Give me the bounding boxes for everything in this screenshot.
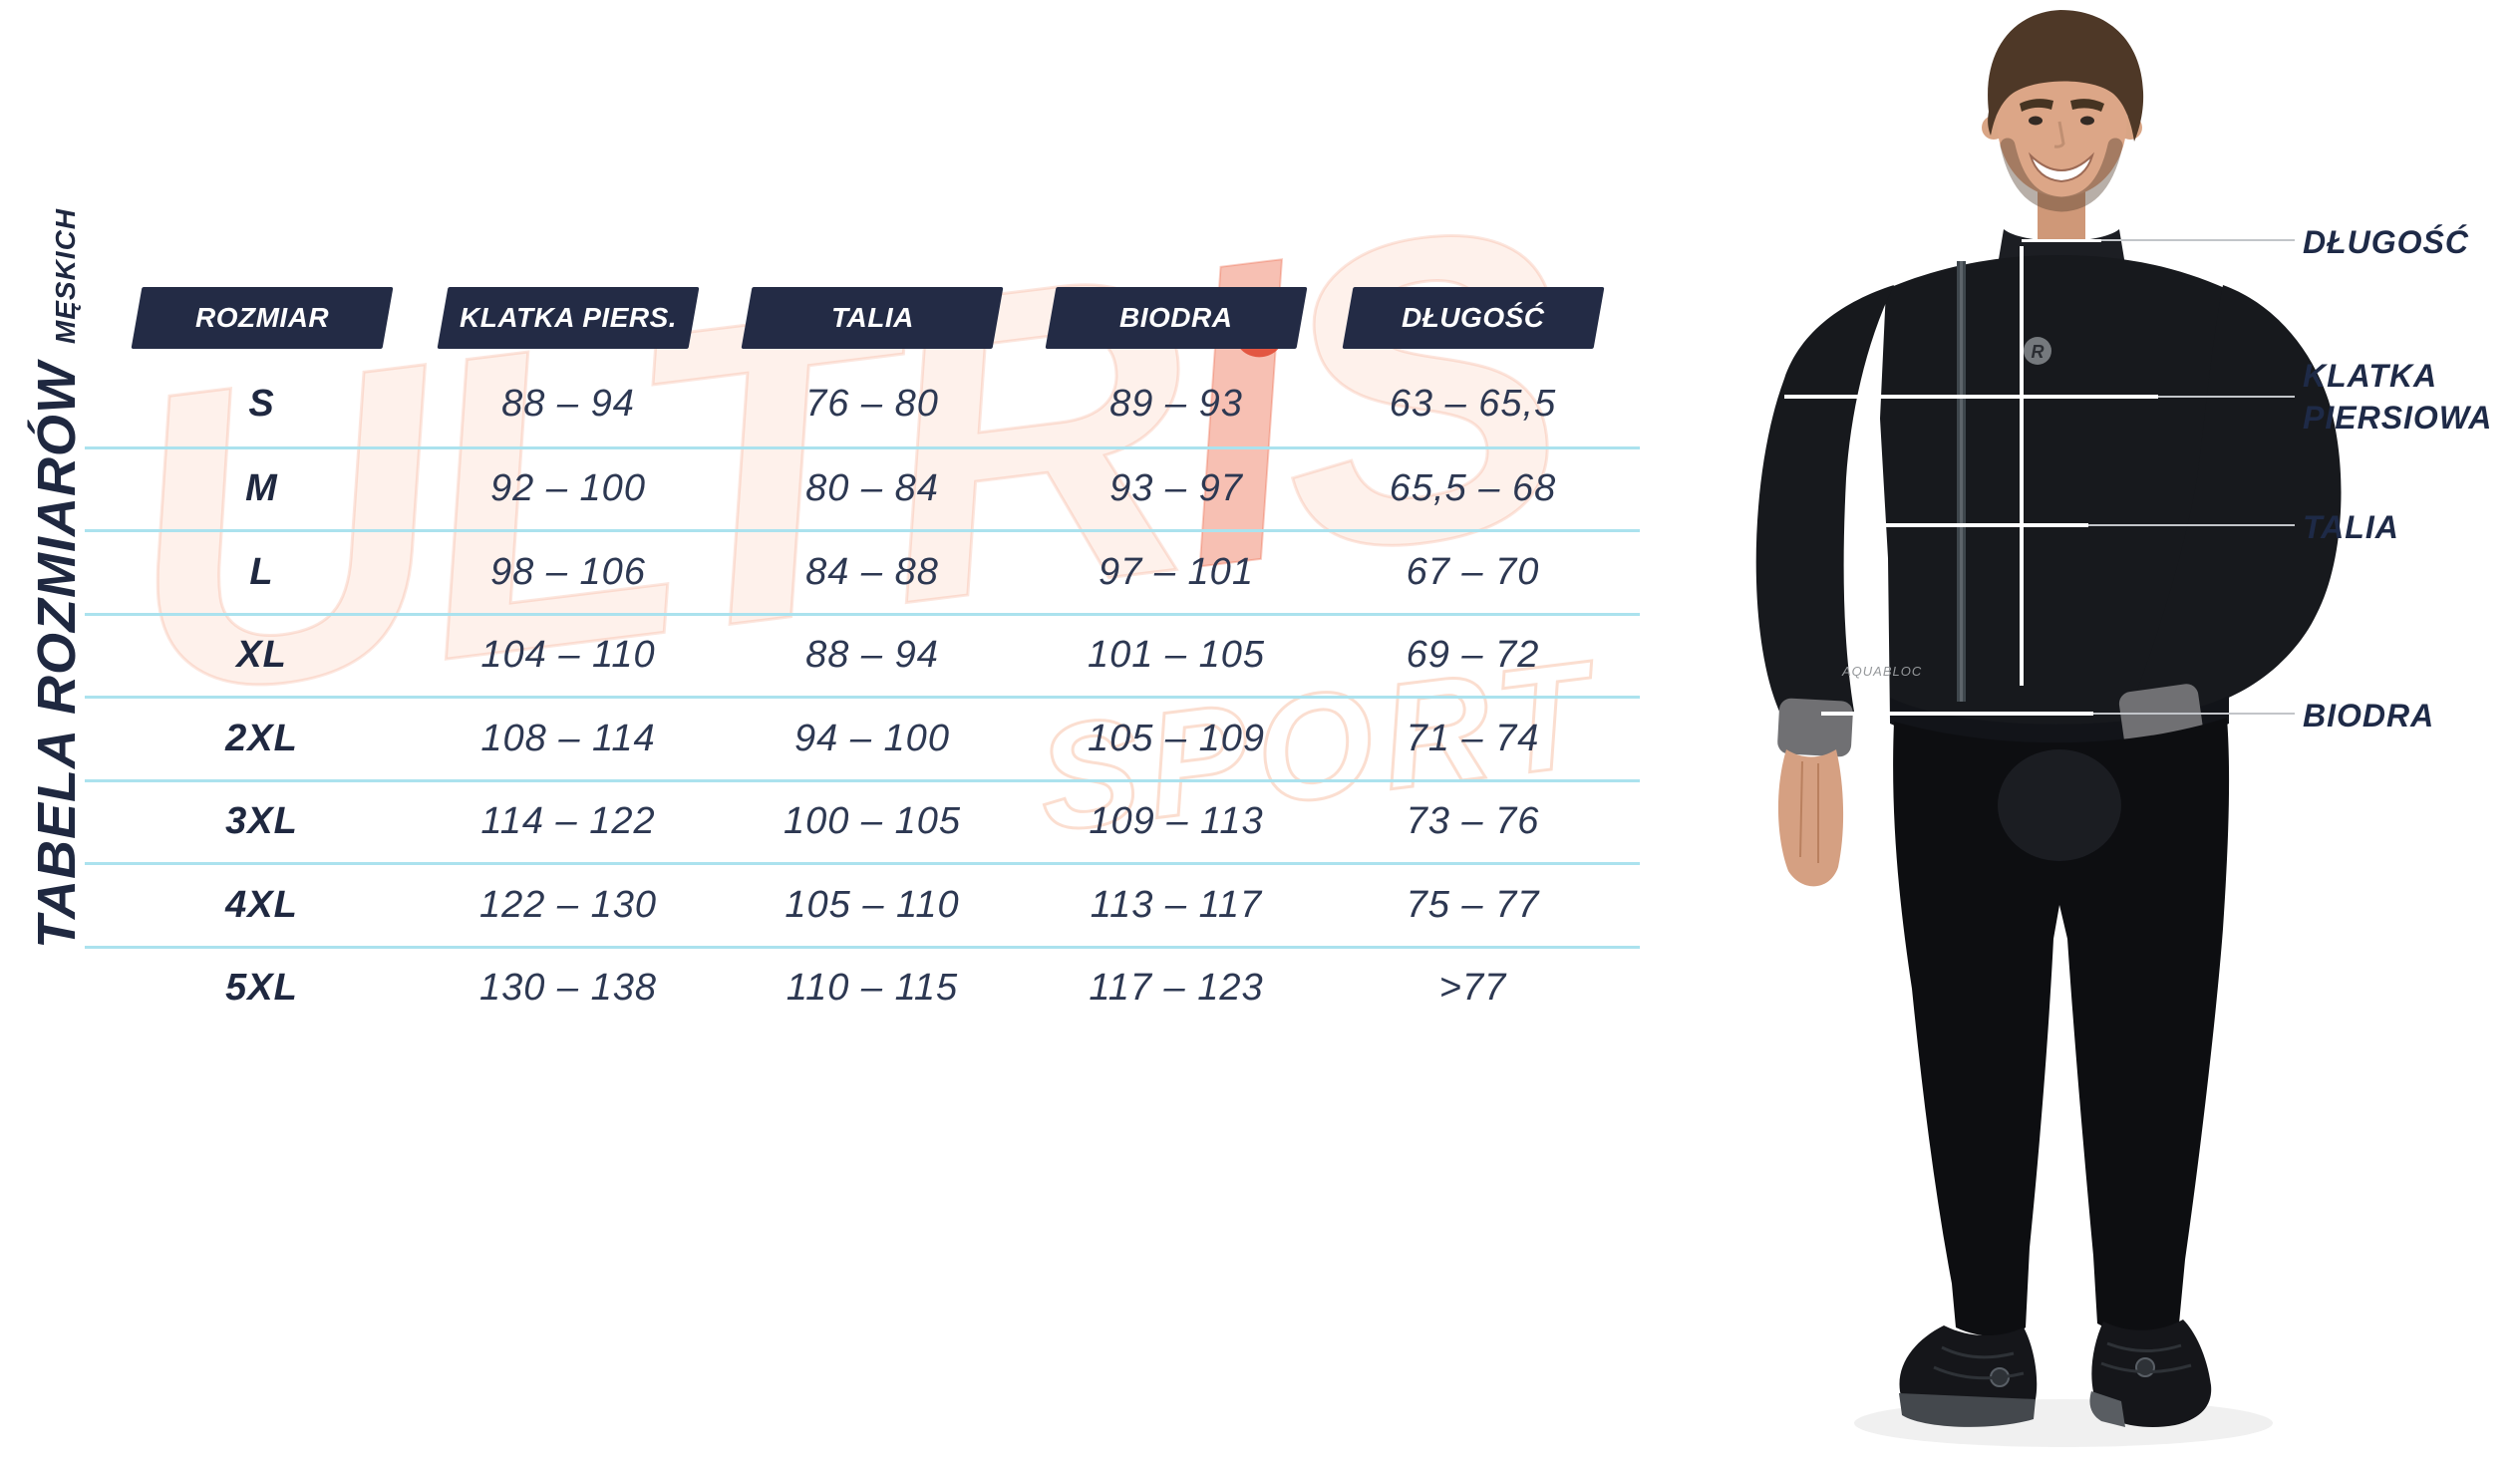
shoe-dial-icon	[2135, 1357, 2155, 1377]
hips-cell: 117 – 123	[1089, 967, 1264, 1010]
chest-leader-line	[2158, 396, 2295, 398]
length-cell: 63 – 65,5	[1389, 383, 1557, 426]
length-cell: 71 – 74	[1406, 717, 1540, 759]
size-cell: 3XL	[225, 800, 298, 843]
shoe-right-cleat	[2089, 1391, 2125, 1427]
size-cell: S	[248, 383, 275, 426]
waist-cell: 80 – 84	[805, 467, 939, 510]
waist-cell: 100 – 105	[783, 800, 962, 843]
smile	[2028, 151, 2095, 183]
chest-measure-line	[1784, 395, 2158, 399]
hips-cell: 97 – 101	[1099, 550, 1254, 593]
cuff-left	[1777, 698, 1853, 757]
chest-cell: 88 – 94	[501, 383, 635, 426]
hips-cell: 105 – 109	[1087, 717, 1266, 759]
waist-cell: 84 – 88	[805, 550, 939, 593]
waist-cell: 88 – 94	[805, 634, 939, 677]
chest-cell: 98 – 106	[490, 550, 646, 593]
size-table-header-row: ROZMIAR KLATKA PIERS. TALIA BIODRA DŁUGO…	[85, 287, 1640, 349]
size-cell: 4XL	[225, 883, 298, 926]
length-leader-line	[2101, 239, 2295, 241]
table-row: L 98 – 106 84 – 88 97 – 101 67 – 70	[85, 529, 1640, 613]
shoe-left-sole	[1899, 1393, 2036, 1427]
length-leader-start	[2022, 239, 2101, 242]
hips-cell: 109 – 113	[1089, 800, 1264, 843]
page-title-main: TABELA ROZMIARÓW	[27, 362, 87, 949]
hips-cell: 113 – 117	[1090, 883, 1263, 926]
length-cell: 69 – 72	[1406, 634, 1540, 677]
length-measure-line	[2020, 246, 2024, 686]
header-rozmiar: ROZMIAR	[131, 287, 393, 349]
waist-cell: 105 – 110	[785, 883, 960, 926]
label-talia: TALIA	[2303, 509, 2399, 545]
length-cell: 65,5 – 68	[1389, 467, 1557, 510]
size-table: ROZMIAR KLATKA PIERS. TALIA BIODRA DŁUGO…	[85, 287, 1640, 1028]
length-cell: >77	[1438, 967, 1507, 1010]
length-cell: 73 – 76	[1406, 800, 1540, 843]
header-klatka-piers: KLATKA PIERS.	[437, 287, 700, 349]
waist-cell: 94 – 100	[794, 717, 950, 759]
label-klatka-piersiowa: KLATKA PIERSIOWA	[2303, 355, 2492, 439]
label-biodra: BIODRA	[2303, 698, 2435, 733]
size-cell: 2XL	[225, 717, 298, 759]
jacket-sleeve-right	[2135, 285, 2342, 709]
beard	[2000, 138, 2123, 212]
label-klatka-line1: KLATKA	[2303, 358, 2438, 394]
table-row: 3XL 114 – 122 100 – 105 109 – 113 73 – 7…	[85, 778, 1640, 863]
jacket-torso	[1880, 255, 2241, 733]
header-dlugosc: DŁUGOŚĆ	[1342, 287, 1604, 349]
chest-cell: 130 – 138	[478, 967, 658, 1010]
page-title-sub: MĘSKICH	[50, 207, 81, 345]
waist-leader-line	[2088, 524, 2295, 526]
hair	[1988, 10, 2144, 142]
hips-cell: 101 – 105	[1087, 634, 1266, 677]
chest-cell: 92 – 100	[490, 467, 646, 510]
table-row: 4XL 122 – 130 105 – 110 113 – 117 75 – 7…	[85, 862, 1640, 946]
chest-cell: 104 – 110	[480, 634, 656, 677]
tights	[1893, 718, 2230, 1336]
table-row: 5XL 130 – 138 110 – 115 117 – 123 >77	[85, 945, 1640, 1029]
table-row: 2XL 108 – 114 94 – 100 105 – 109 71 – 74	[85, 696, 1640, 779]
hips-measure-line	[1821, 712, 2093, 716]
chest-cell: 108 – 114	[480, 717, 656, 759]
hips-leader-line	[2093, 713, 2295, 715]
table-row: M 92 – 100 80 – 84 93 – 97 65,5 – 68	[85, 445, 1640, 530]
brand-logo-icon	[2024, 337, 2051, 365]
jacket-hem-text: AQUABLOC	[1841, 664, 1922, 679]
waist-measure-line	[1854, 523, 2088, 527]
page-title: TABELA ROZMIARÓW MĘSKICH	[26, 208, 88, 949]
size-cell: M	[245, 467, 278, 510]
logo-letter: R	[2032, 342, 2045, 362]
length-cell: 75 – 77	[1406, 883, 1540, 926]
size-cell: 5XL	[225, 967, 298, 1010]
eye	[2080, 116, 2094, 126]
waist-cell: 110 – 115	[786, 967, 959, 1010]
size-table-body: S 88 – 94 76 – 80 89 – 93 63 – 65,5 M 92…	[85, 363, 1640, 1028]
header-biodra: BIODRA	[1045, 287, 1308, 349]
size-cell: L	[249, 550, 274, 593]
chest-cell: 114 – 122	[480, 800, 656, 843]
chest-cell: 122 – 130	[478, 883, 658, 926]
size-cell: XL	[236, 634, 287, 677]
length-cell: 67 – 70	[1406, 550, 1540, 593]
model-photo: R AQUABLOC	[1755, 10, 2342, 1447]
hips-cell: 93 – 97	[1109, 467, 1243, 510]
hips-cell: 89 – 93	[1109, 383, 1243, 426]
eye	[2029, 116, 2043, 126]
jacket-sleeve-left	[1755, 285, 1894, 720]
label-dlugosc: DŁUGOŚĆ	[2303, 224, 2469, 260]
chamois-pad	[1998, 749, 2121, 861]
waist-cell: 76 – 80	[805, 383, 939, 426]
label-klatka-line2: PIERSIOWA	[2303, 400, 2493, 436]
table-row: XL 104 – 110 88 – 94 101 – 105 69 – 72	[85, 612, 1640, 697]
hand-left	[1777, 749, 1844, 887]
table-row: S 88 – 94 76 – 80 89 – 93 63 – 65,5	[85, 363, 1640, 446]
header-talia: TALIA	[741, 287, 1004, 349]
